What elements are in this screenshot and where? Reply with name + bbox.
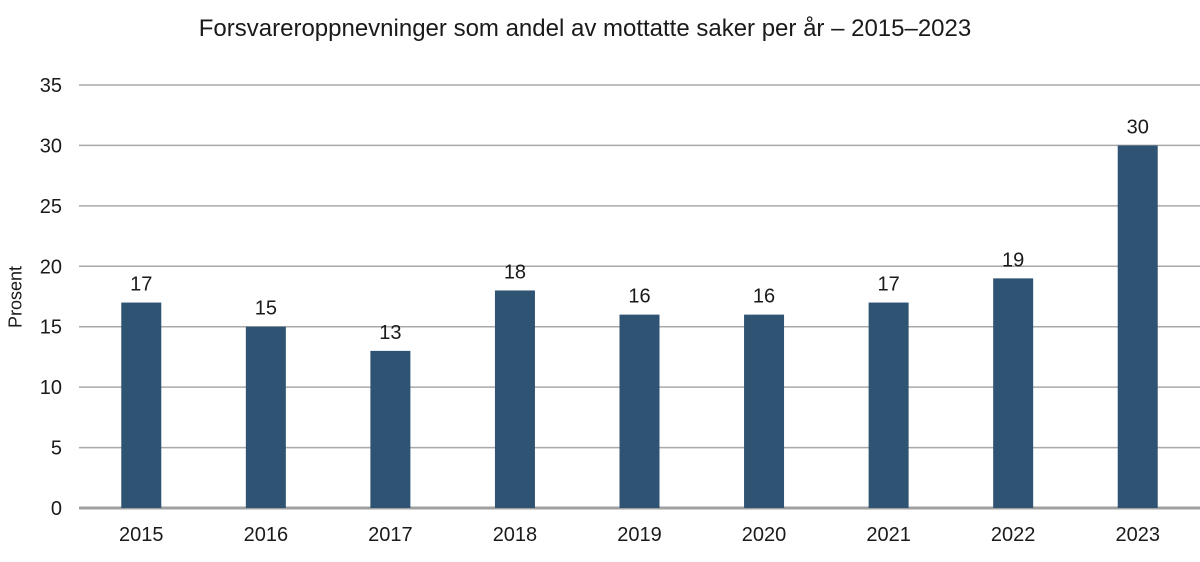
chart-title: Forsvareroppnevninger som andel av motta… — [198, 15, 972, 42]
bar-value-label: 18 — [504, 261, 526, 283]
bar-2021 — [868, 302, 909, 508]
y-tick-label: 30 — [40, 135, 62, 157]
x-tick-label: 2020 — [742, 524, 787, 546]
bar-2019 — [619, 314, 660, 508]
x-tick-label: 2021 — [866, 524, 911, 546]
bar-value-label: 16 — [753, 286, 775, 308]
y-tick-label: 20 — [40, 256, 62, 278]
x-tick-label: 2019 — [617, 524, 662, 546]
bar-2017 — [370, 350, 411, 508]
x-tick-label: 2015 — [119, 524, 164, 546]
bar-2018 — [494, 290, 535, 508]
bar-value-label: 19 — [1002, 249, 1024, 271]
bar-value-label: 13 — [379, 322, 401, 344]
bar-value-label: 17 — [130, 274, 152, 296]
x-tick-label: 2018 — [493, 524, 538, 546]
x-tick-label: 2023 — [1115, 524, 1160, 546]
y-tick-label: 15 — [40, 317, 62, 339]
y-tick-label: 0 — [51, 498, 62, 520]
y-tick-label: 10 — [40, 377, 62, 399]
bar-2023 — [1117, 145, 1158, 508]
bar-2016 — [245, 326, 286, 508]
bar-2022 — [993, 278, 1034, 508]
bar-2020 — [744, 314, 785, 508]
bar-value-label: 15 — [255, 298, 277, 320]
bar-value-label: 16 — [628, 286, 650, 308]
y-tick-label: 35 — [40, 75, 62, 97]
bar-value-label: 17 — [877, 274, 899, 296]
x-tick-label: 2016 — [244, 524, 289, 546]
bar-value-label: 30 — [1127, 116, 1149, 138]
x-tick-label: 2022 — [991, 524, 1036, 546]
x-tick-label: 2017 — [368, 524, 413, 546]
y-tick-label: 5 — [51, 438, 62, 460]
y-tick-label: 25 — [40, 196, 62, 218]
bar-2015 — [121, 302, 162, 508]
